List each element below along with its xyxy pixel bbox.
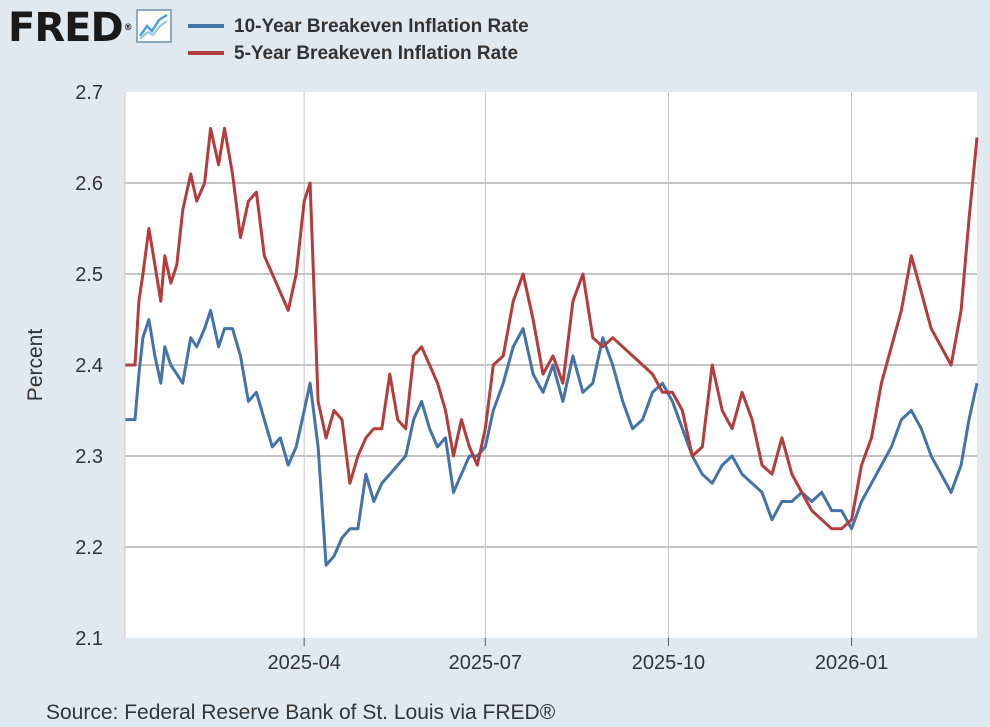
y-tick-label: 2.2 — [75, 537, 103, 559]
y-tick-label: 2.7 — [75, 82, 103, 104]
y-tick-label: 2.3 — [75, 446, 103, 468]
logo-text: FRED — [8, 5, 124, 51]
y-axis-label: Percent — [24, 329, 47, 402]
legend-swatch-5-year — [188, 50, 224, 55]
gridlines — [125, 92, 977, 638]
fred-logo[interactable]: FRED® — [8, 6, 133, 50]
x-tick-label: 2025-10 — [632, 652, 705, 674]
source-note: Source: Federal Reserve Bank of St. Loui… — [46, 701, 556, 724]
series-line-10-year — [125, 308, 979, 567]
legend-label-5-year: 5-Year Breakeven Inflation Rate — [234, 43, 519, 64]
y-tick-labels: 2.1 2.2 2.3 2.4 2.5 2.6 2.7 — [75, 82, 103, 650]
series-lines — [125, 126, 979, 567]
legend-label-10-year: 10-Year Breakeven Inflation Rate — [234, 16, 529, 37]
x-axis-ticks: 2025-04 2025-07 2025-10 2026-01 — [267, 638, 888, 674]
y-tick-label: 2.5 — [75, 264, 103, 286]
chart-line-icon — [136, 9, 172, 43]
legend-item-10-year[interactable]: 10-Year Breakeven Inflation Rate — [188, 16, 529, 38]
x-tick-label: 2025-07 — [449, 652, 522, 674]
legend-item-5-year[interactable]: 5-Year Breakeven Inflation Rate — [188, 43, 518, 65]
x-tick-label: 2025-04 — [267, 652, 340, 674]
series-line-5-year — [125, 126, 979, 531]
legend-swatch-10-year — [188, 23, 224, 28]
y-tick-label: 2.1 — [75, 628, 103, 650]
logo-registered-mark: ® — [123, 23, 133, 33]
y-tick-label: 2.4 — [75, 355, 103, 377]
x-tick-label: 2026-01 — [815, 652, 888, 674]
y-tick-label: 2.6 — [75, 173, 103, 195]
